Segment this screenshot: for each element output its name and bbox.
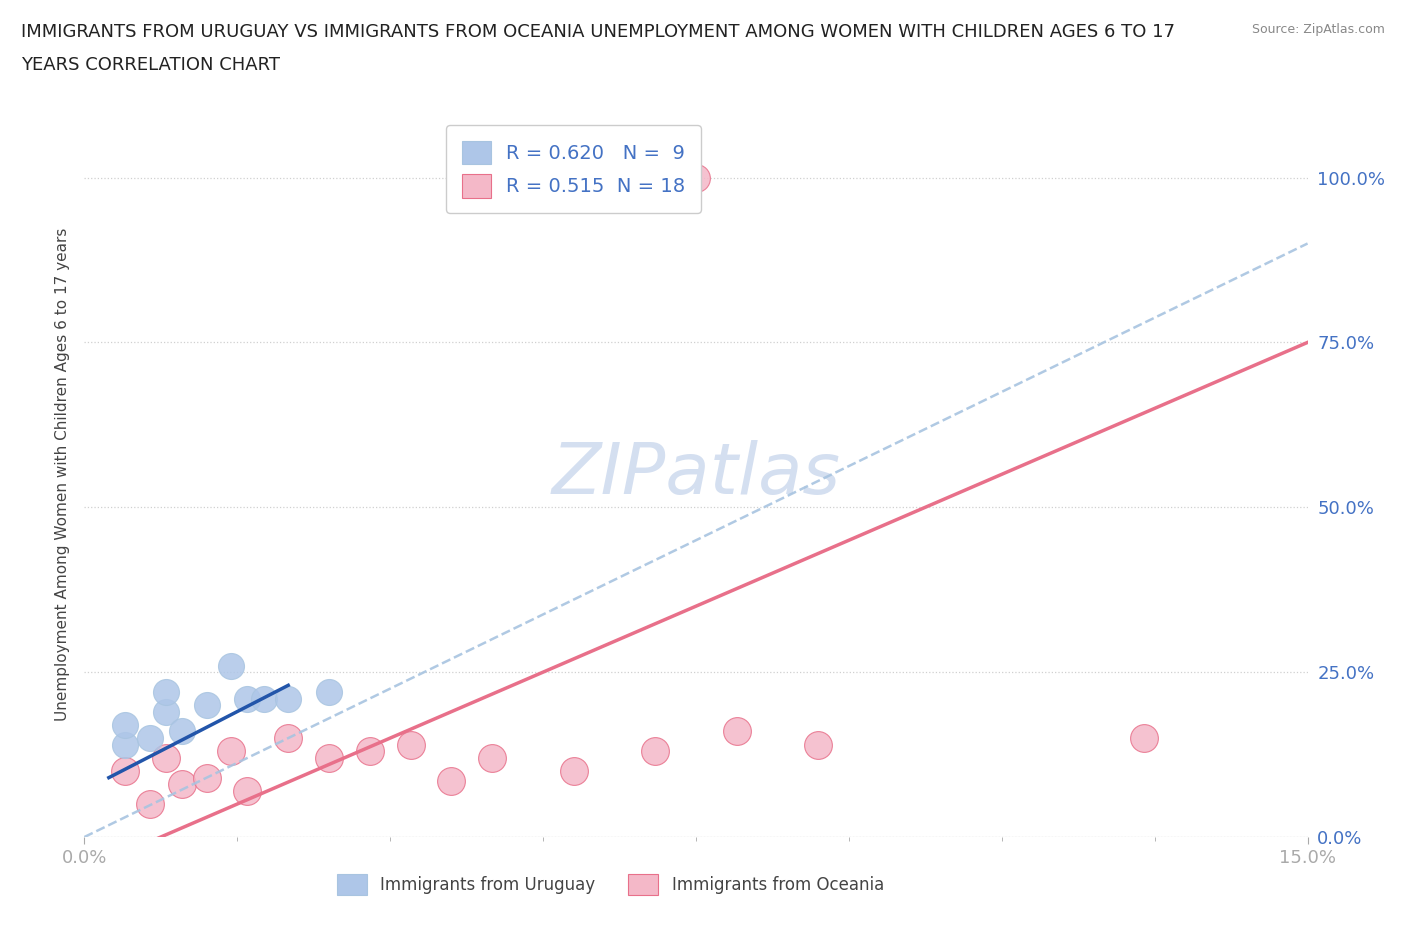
- Point: [219, 744, 242, 759]
- Text: Source: ZipAtlas.com: Source: ZipAtlas.com: [1251, 23, 1385, 36]
- Point: [155, 704, 177, 719]
- Point: [318, 684, 340, 699]
- Point: [1133, 731, 1156, 746]
- Point: [114, 737, 136, 752]
- Point: [114, 764, 136, 778]
- Point: [138, 797, 160, 812]
- Text: IMMIGRANTS FROM URUGUAY VS IMMIGRANTS FROM OCEANIA UNEMPLOYMENT AMONG WOMEN WITH: IMMIGRANTS FROM URUGUAY VS IMMIGRANTS FR…: [21, 23, 1175, 41]
- Point: [195, 770, 218, 785]
- Point: [562, 764, 585, 778]
- Legend: Immigrants from Uruguay, Immigrants from Oceania: Immigrants from Uruguay, Immigrants from…: [330, 868, 890, 901]
- Point: [236, 691, 259, 706]
- Point: [219, 658, 242, 673]
- Point: [399, 737, 422, 752]
- Point: [236, 783, 259, 798]
- Point: [155, 751, 177, 765]
- Point: [807, 737, 830, 752]
- Point: [685, 170, 707, 185]
- Point: [277, 691, 299, 706]
- Point: [172, 724, 194, 739]
- Point: [318, 751, 340, 765]
- Point: [359, 744, 381, 759]
- Point: [277, 731, 299, 746]
- Point: [155, 684, 177, 699]
- Point: [440, 774, 463, 789]
- Point: [138, 731, 160, 746]
- Text: YEARS CORRELATION CHART: YEARS CORRELATION CHART: [21, 56, 280, 73]
- Point: [114, 717, 136, 732]
- Point: [172, 777, 194, 791]
- Point: [253, 691, 276, 706]
- Text: ZIPatlas: ZIPatlas: [551, 440, 841, 509]
- Point: [195, 698, 218, 712]
- Y-axis label: Unemployment Among Women with Children Ages 6 to 17 years: Unemployment Among Women with Children A…: [55, 228, 70, 721]
- Point: [644, 744, 666, 759]
- Point: [481, 751, 503, 765]
- Point: [725, 724, 748, 739]
